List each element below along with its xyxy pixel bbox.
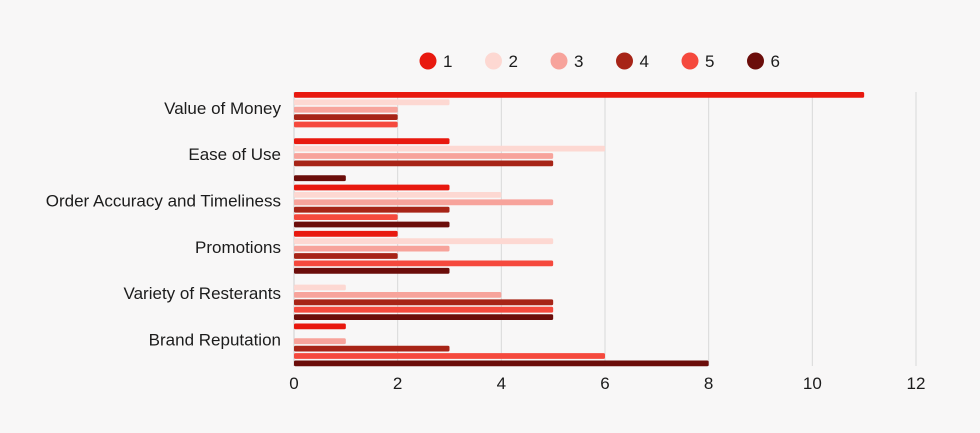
bar <box>294 199 554 206</box>
bar <box>294 260 554 267</box>
y-category-label: Variety of Resterants <box>124 284 281 303</box>
legend-swatch <box>419 52 437 70</box>
bar <box>294 306 554 313</box>
bar <box>294 184 450 191</box>
legend-label: 5 <box>705 52 714 71</box>
legend-label: 3 <box>574 52 583 71</box>
bar <box>294 299 554 306</box>
legend-label: 2 <box>509 52 518 71</box>
legend: 1 2 3 4 5 6 <box>419 52 780 71</box>
bar <box>294 153 554 159</box>
bar <box>294 145 605 152</box>
bar <box>294 314 554 320</box>
x-tick-label: 4 <box>497 374 506 393</box>
bar <box>294 245 450 252</box>
legend-label: 1 <box>443 52 452 71</box>
legend-swatch <box>616 52 633 70</box>
bar <box>294 345 450 352</box>
y-category-label: Brand Reputation <box>149 330 281 349</box>
bar <box>294 99 450 106</box>
x-tick-label: 0 <box>289 374 298 393</box>
y-category-label: Value of Money <box>164 99 281 118</box>
bar <box>294 192 502 198</box>
legend-swatch <box>550 52 568 70</box>
bar <box>294 284 346 291</box>
legend-label: 4 <box>640 52 649 71</box>
bar <box>294 106 398 113</box>
x-tick-label: 12 <box>907 374 926 393</box>
bar <box>294 323 346 330</box>
y-category-label: Ease of Use <box>188 145 281 164</box>
bars-layer <box>294 92 865 367</box>
bar <box>294 138 450 145</box>
legend-swatch <box>747 52 764 70</box>
x-tick-label: 8 <box>704 374 713 393</box>
bar <box>294 114 398 120</box>
bar <box>294 338 346 345</box>
bar <box>294 160 554 167</box>
legend-swatch <box>485 52 502 70</box>
axis-layer: 0 2 4 6 8 10 12 Value of Money Ease of Use Order … <box>46 99 926 393</box>
legend-label: 6 <box>771 52 780 71</box>
bar <box>294 214 398 220</box>
bar <box>294 121 398 128</box>
legend-swatch <box>681 52 699 70</box>
bar <box>294 238 554 245</box>
bar <box>294 221 450 228</box>
bar <box>294 353 605 359</box>
grid-layer <box>293 92 917 366</box>
bar <box>294 267 450 274</box>
bar <box>294 253 398 259</box>
x-tick-label: 6 <box>600 374 609 393</box>
y-category-label: Order Accuracy and Timeliness <box>46 191 281 210</box>
bar <box>294 175 346 182</box>
bar <box>294 92 865 98</box>
bar <box>294 230 398 237</box>
x-tick-label: 2 <box>393 374 402 393</box>
bar <box>294 206 450 213</box>
y-category-label: Promotions <box>195 238 281 257</box>
bar <box>294 292 502 298</box>
x-tick-label: 10 <box>803 374 822 393</box>
bar <box>294 360 709 367</box>
